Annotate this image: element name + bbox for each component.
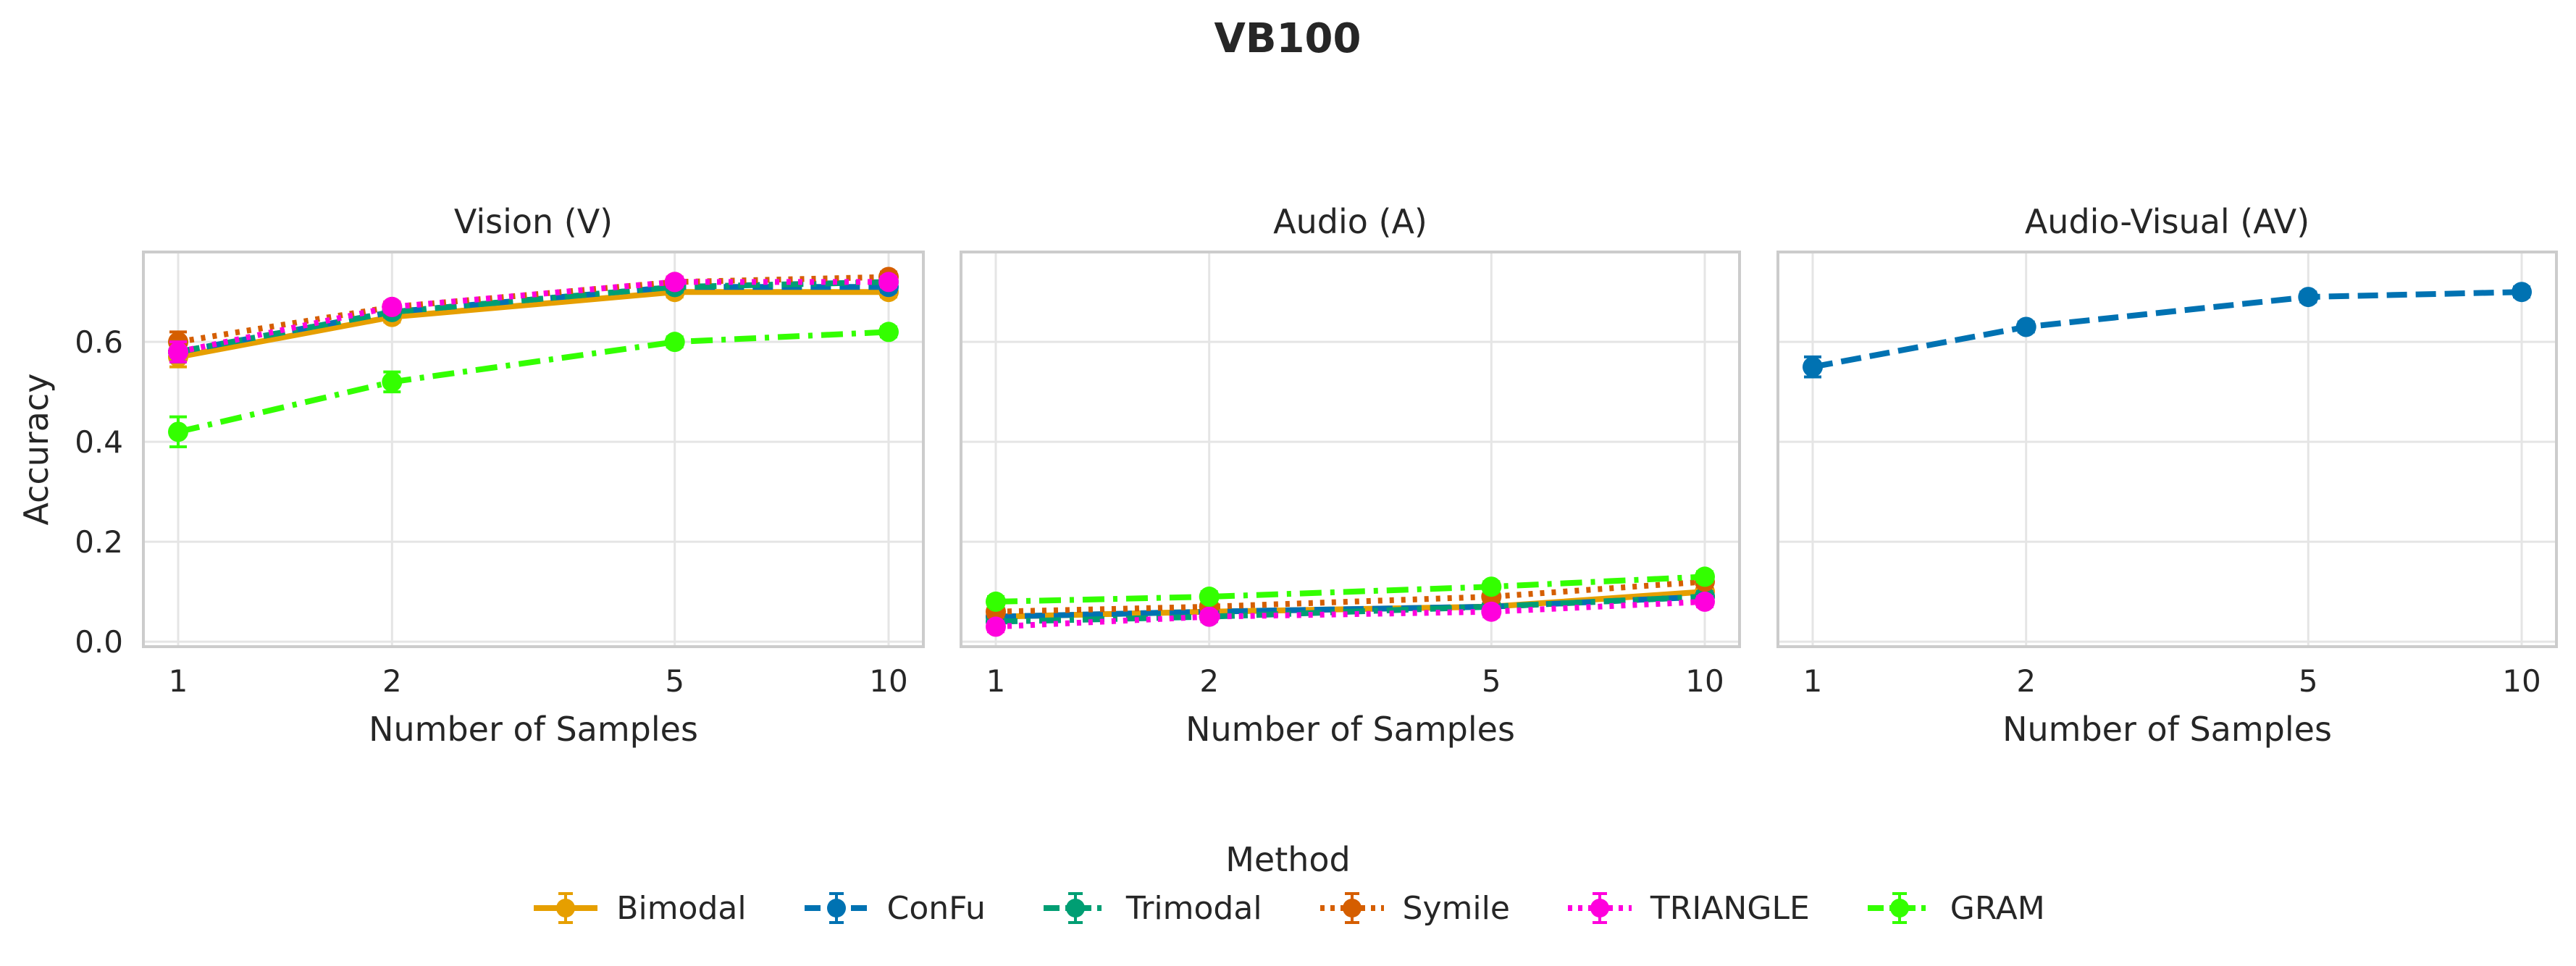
legend-item-confu: ConFu	[802, 888, 986, 928]
x-tick-label: 1	[169, 663, 188, 699]
data-point	[986, 591, 1006, 612]
series-line	[1812, 289, 2522, 370]
y-tick-label: 0.0	[75, 624, 123, 660]
data-point	[168, 421, 188, 442]
subplots: 0.0 0.2 0.4 0.6 1 2 5 10 Vision (V) Number of Sam…	[17, 202, 2558, 749]
data-point	[2015, 316, 2036, 337]
legend-item-bimodal: Bimodal	[531, 888, 747, 928]
y-tick-label: 0.2	[75, 524, 123, 560]
data-point	[2512, 282, 2532, 303]
y-axis-label: Accuracy	[17, 373, 56, 525]
subplot-title: Audio-Visual (AV)	[2025, 202, 2309, 241]
plot-area	[1778, 252, 2556, 647]
plot-frame	[960, 251, 1741, 648]
legend-marker	[1320, 892, 1384, 924]
subplot-2: 1 2 5 10 Audio (A) Number of Samples	[960, 202, 1741, 749]
legend-marker	[534, 892, 598, 924]
legend-label: Symile	[1402, 889, 1510, 927]
data-point	[1199, 587, 1220, 608]
data-point	[986, 616, 1006, 637]
legend-label: Bimodal	[616, 889, 747, 927]
subplot-title: Audio (A)	[1273, 202, 1427, 241]
plot-frame	[1776, 251, 2558, 648]
series-line	[995, 579, 1706, 615]
x-tick-label: 2	[2016, 663, 2036, 699]
legend-marker	[1567, 892, 1632, 924]
legend-title: Method	[1225, 840, 1351, 879]
data-point	[878, 272, 899, 293]
data-point	[1481, 576, 1502, 597]
x-tick-label: 10	[2502, 663, 2541, 699]
figure-canvas: VB100 0.0 0.2 0.4 0.6 1 2 5 10 Vision (V) Number …	[17, 15, 2558, 749]
x-tick-label: 2	[1199, 663, 1219, 699]
figure-title: VB100	[1214, 15, 1362, 62]
y-tick-label: 0.4	[75, 424, 123, 460]
legend-label: Trimodal	[1125, 889, 1262, 927]
series-line	[177, 329, 889, 435]
series-line	[995, 574, 1706, 605]
x-tick-label: 2	[382, 663, 402, 699]
series-triangle	[986, 591, 1715, 637]
data-point	[1199, 606, 1220, 627]
series-gram	[168, 322, 899, 449]
subplot-3: 1 2 5 10 Audio-Visual (AV) Number of Samples	[1776, 202, 2558, 749]
data-point	[168, 341, 188, 362]
y-tick-label: 0.6	[75, 324, 123, 360]
x-tick-label: 1	[986, 663, 1006, 699]
x-tick-label: 5	[2299, 663, 2318, 699]
data-point	[1695, 566, 1715, 587]
series-confu	[1803, 282, 2532, 379]
series-line	[177, 279, 889, 355]
data-point	[2298, 287, 2319, 308]
series-triangle	[168, 272, 899, 364]
series-line	[177, 289, 889, 360]
legend-item-gram: GRAM	[1865, 888, 2045, 928]
data-point	[664, 332, 685, 353]
x-axis-label: Number of Samples	[369, 710, 698, 749]
legend-item-symile: Symile	[1317, 888, 1510, 928]
x-tick-label: 10	[1685, 663, 1724, 699]
data-point	[1695, 591, 1715, 612]
series-line	[177, 274, 889, 345]
x-tick-label: 5	[665, 663, 684, 699]
plot-frame	[142, 251, 925, 648]
data-point	[382, 371, 403, 392]
data-point	[382, 296, 403, 317]
x-axis-label: Number of Samples	[1186, 710, 1515, 749]
data-point	[1481, 601, 1502, 622]
legend-item-triangle: TRIANGLE	[1565, 888, 1810, 928]
legend-label: ConFu	[886, 889, 986, 927]
plot-area	[143, 252, 923, 647]
legend-label: GRAM	[1950, 889, 2045, 927]
series-gram	[986, 566, 1715, 612]
legend-item-trimodal: Trimodal	[1041, 888, 1262, 928]
subplot-title: Vision (V)	[454, 202, 613, 241]
legend-marker	[1867, 892, 1931, 924]
legend-items: Bimodal ConFu Trimodal Symile TRIANGLE GRAM	[0, 888, 2576, 928]
series-line	[177, 279, 889, 355]
data-point	[878, 322, 899, 343]
series-line	[995, 598, 1706, 630]
x-tick-label: 1	[1803, 663, 1823, 699]
data-point	[664, 272, 685, 293]
subplot-1: 0.0 0.2 0.4 0.6 1 2 5 10 Vision (V) Number of Sam…	[17, 202, 925, 749]
legend-label: TRIANGLE	[1650, 889, 1810, 927]
data-point	[1803, 356, 1823, 377]
legend: Method Bimodal ConFu Trimodal Symile TRIANGL…	[0, 840, 2576, 928]
legend-marker	[804, 892, 868, 924]
x-axis-label: Number of Samples	[2002, 710, 2332, 749]
x-tick-label: 10	[869, 663, 907, 699]
x-tick-label: 5	[1482, 663, 1501, 699]
legend-marker	[1043, 892, 1107, 924]
